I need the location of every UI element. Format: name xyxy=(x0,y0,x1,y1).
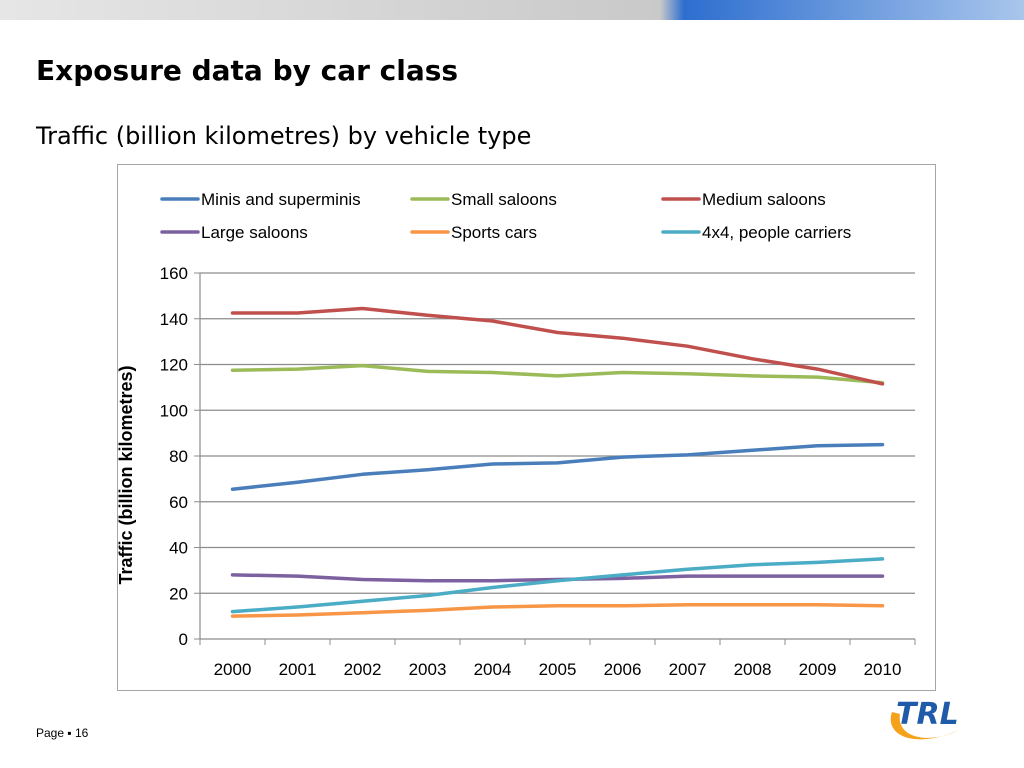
legend-label: Minis and superminis xyxy=(201,190,361,209)
x-tick-label: 2003 xyxy=(409,660,447,679)
x-tick-label: 2000 xyxy=(214,660,252,679)
x-tick-label: 2001 xyxy=(279,660,317,679)
slide-subtitle: Traffic (billion kilometres) by vehicle … xyxy=(36,122,532,150)
footer-separator: ▪ xyxy=(67,726,72,740)
y-tick-label: 160 xyxy=(160,264,188,283)
series-line-medium-saloons xyxy=(230,306,885,386)
x-tick-label: 2008 xyxy=(734,660,772,679)
x-tick-label: 2004 xyxy=(474,660,512,679)
legend-item: Small saloons xyxy=(410,190,557,209)
y-axis-label: Traffic (billion kilometres) xyxy=(118,365,136,584)
logo-swoosh xyxy=(890,712,959,740)
slide-title: Exposure data by car class xyxy=(36,54,459,87)
y-tick-label: 140 xyxy=(160,310,188,329)
footer-label: Page xyxy=(36,726,65,740)
legend-item: Large saloons xyxy=(160,223,308,242)
legend-item: Minis and superminis xyxy=(160,190,361,209)
x-tick-label: 2009 xyxy=(799,660,837,679)
series-line-small-saloons xyxy=(230,363,885,385)
y-tick-label: 120 xyxy=(160,356,188,375)
line-chart: 0 20 40 60 80 100 120 140 160 2000 2001 2002 2003 200… xyxy=(118,190,916,679)
x-tick-label: 2007 xyxy=(669,660,707,679)
legend-item: 4x4, people carriers xyxy=(661,223,851,242)
top-decorative-bar xyxy=(0,0,1024,20)
trl-logo: TRL xyxy=(890,697,959,740)
y-tick-label: 40 xyxy=(169,539,188,558)
y-tick-label: 20 xyxy=(169,584,188,603)
legend-label: Sports cars xyxy=(451,223,537,242)
x-tick-label: 2010 xyxy=(864,660,902,679)
y-tick-label: 60 xyxy=(169,493,188,512)
y-tick-label: 100 xyxy=(160,401,188,420)
legend-label: Small saloons xyxy=(451,190,557,209)
page-footer: Page ▪ 16 xyxy=(36,726,88,740)
y-tick-label: 0 xyxy=(179,630,188,649)
series-line-sports-cars xyxy=(230,602,885,618)
legend-item: Sports cars xyxy=(410,223,537,242)
x-tick-label: 2006 xyxy=(604,660,642,679)
legend-label: 4x4, people carriers xyxy=(702,223,851,242)
x-tick-label: 2005 xyxy=(539,660,577,679)
legend-label: Large saloons xyxy=(201,223,308,242)
series-line-4x4-people-carriers xyxy=(230,557,885,614)
series-line-minis-and-superminis xyxy=(230,442,885,491)
chart-frame: 0 20 40 60 80 100 120 140 160 2000 2001 2002 2003 200… xyxy=(117,164,936,691)
logo-text: TRL xyxy=(896,697,959,732)
page-number: 16 xyxy=(74,726,89,740)
y-tick-label: 80 xyxy=(169,447,188,466)
x-tick-label: 2002 xyxy=(344,660,382,679)
legend-item: Medium saloons xyxy=(661,190,826,209)
legend-label: Medium saloons xyxy=(702,190,826,209)
